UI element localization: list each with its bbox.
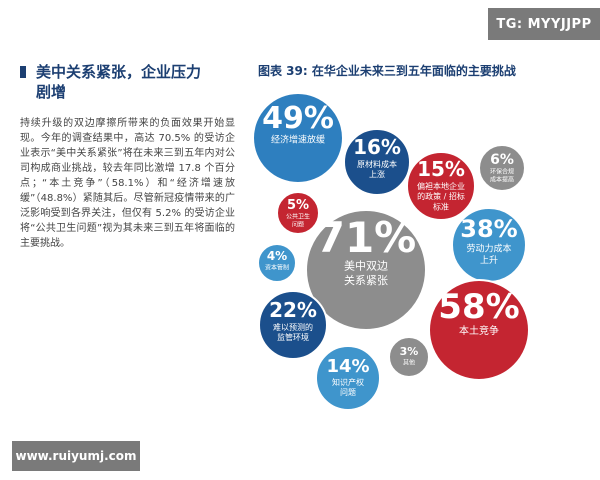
bubble-label-9-0: 公共卫生 [286, 213, 310, 221]
bubble-label-4-1: 上涨 [369, 169, 385, 179]
heading-line-2: 剧增 [36, 83, 67, 101]
bubble-5 [258, 290, 328, 360]
bubble-value-8: 6% [490, 152, 514, 168]
article-column: 美中关系紧张，企业压力 剧增 持续升级的双边摩擦所带来的负面效果开始显现。今年的… [20, 62, 235, 251]
bubble-value-11: 3% [400, 345, 419, 358]
bubble-value-2: 49% [262, 101, 334, 136]
bubble-label-3-0: 劳动力成本 [466, 242, 511, 254]
bubble-label-7-1: 问题 [340, 388, 356, 397]
heading-marker [20, 66, 26, 78]
bubble-label-10-0: 资本管制 [265, 264, 289, 272]
bubble-label-8-0: 环保合规 [490, 168, 514, 176]
bubble-value-0: 71% [316, 213, 417, 262]
bubble-value-3: 38% [460, 215, 517, 243]
bubble-label-2-0: 经济增速放缓 [271, 133, 325, 145]
bubble-label-11-0: 其他 [403, 359, 415, 367]
bubble-11 [388, 336, 430, 378]
bubble-4 [343, 128, 411, 196]
bubble-label-5-1: 监管环境 [277, 332, 309, 342]
bubble-9 [276, 191, 320, 235]
bubble-0 [305, 209, 427, 331]
chart-title: 图表 39: 在华企业未来三到五年面临的主要挑战 [258, 64, 516, 78]
section-heading: 美中关系紧张，企业压力 剧增 [20, 62, 235, 102]
heading-line-1: 美中关系紧张，企业压力 [36, 63, 202, 81]
bubble-label-0-1: 关系紧张 [344, 273, 388, 287]
bubble-label-5-0: 难以预测的 [273, 322, 313, 332]
bubble-2 [252, 92, 344, 184]
bubble-label-7-0: 知识产权 [332, 377, 364, 387]
bubble-label-3-1: 上升 [480, 255, 498, 266]
watermark-top: TG: MYYJJPP [488, 8, 600, 40]
bubble-6 [406, 151, 476, 221]
bubble-label-6-1: 的政策 / 招标 [417, 191, 465, 201]
bubble-label-6-2: 标准 [433, 202, 449, 212]
bubble-label-6-0: 偏袒本地企业 [417, 181, 465, 191]
bubble-value-7: 14% [326, 356, 369, 377]
bubble-label-9-1: 问题 [292, 220, 304, 228]
bubble-label-8-1: 成本提高 [490, 175, 514, 183]
bubble-label-4-0: 原材料成本 [357, 159, 397, 169]
bubble-10 [257, 243, 297, 283]
bubble-value-9: 5% [287, 198, 309, 213]
bubble-1 [428, 279, 530, 381]
bubble-8 [478, 144, 526, 192]
bubble-label-1-0: 本土竞争 [459, 324, 499, 337]
bubble-value-6: 15% [417, 157, 465, 181]
bubble-value-10: 4% [267, 249, 287, 263]
bubble-value-5: 22% [269, 298, 317, 322]
bubble-value-4: 16% [353, 135, 401, 159]
body-paragraph: 持续升级的双边摩擦所带来的负面效果开始显现。今年的调查结果中，高达 70.5% … [20, 118, 235, 249]
bubble-7 [315, 345, 381, 411]
bubble-label-0-0: 美中双边 [344, 260, 388, 273]
watermark-bottom: www.ruiyumj.com [12, 441, 140, 471]
bubble-value-1: 58% [438, 287, 519, 327]
